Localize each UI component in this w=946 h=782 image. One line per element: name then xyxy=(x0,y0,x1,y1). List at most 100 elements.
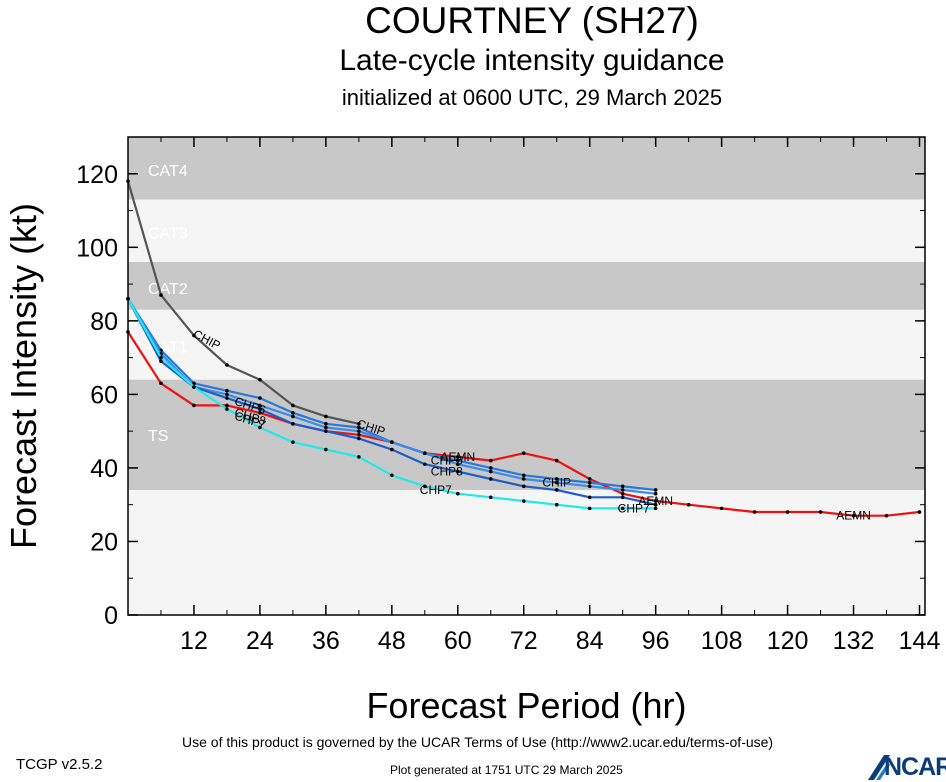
data-point-chp6 xyxy=(554,480,559,485)
data-point-chp6 xyxy=(488,469,493,474)
data-point-chp7 xyxy=(159,355,163,360)
data-point-chp6 xyxy=(587,484,592,489)
data-point-chip xyxy=(357,425,361,430)
data-point-chp6 xyxy=(423,451,427,456)
data-point-aemn xyxy=(818,510,823,514)
chart-subtitle: Late-cycle intensity guidance xyxy=(339,44,725,77)
x-tick-label: 120 xyxy=(767,627,809,655)
data-point-chp8 xyxy=(357,436,361,441)
data-point-chp6 xyxy=(455,462,460,467)
data-point-aemn xyxy=(455,455,460,459)
y-tick-label: 20 xyxy=(90,528,118,556)
y-tick-label: 60 xyxy=(90,381,118,409)
data-point-chp7 xyxy=(357,455,361,459)
data-point-chip xyxy=(225,388,229,393)
data-point-chp8 xyxy=(455,469,460,474)
y-tick-label: 100 xyxy=(76,234,118,262)
x-tick-label: 84 xyxy=(576,627,604,655)
data-point-chp7 xyxy=(423,484,427,489)
series-label-chp7: CHP7 xyxy=(420,483,452,497)
data-point-chip xyxy=(587,480,592,485)
data-point-chp8 xyxy=(390,447,394,452)
data-point-chp6 xyxy=(324,425,328,430)
band-cat2 xyxy=(128,262,925,310)
data-point-chp6 xyxy=(357,429,361,433)
data-point-aemn xyxy=(554,458,559,463)
data-point-chp8 xyxy=(587,495,592,500)
data-point-chp6 xyxy=(390,440,394,444)
data-point-aemn xyxy=(258,410,262,415)
data-point-aemn xyxy=(719,506,724,511)
ncar-logo-text: NCAR xyxy=(884,753,946,781)
data-point-chp6 xyxy=(521,477,526,481)
data-point-chip xyxy=(192,381,196,386)
band-label-ts: TS xyxy=(148,428,168,445)
data-point-chp8 xyxy=(521,484,526,489)
x-tick-label: 24 xyxy=(246,627,274,655)
data-point-chip xyxy=(291,403,295,408)
data-point-chp7 xyxy=(258,425,262,430)
data-point-chp7 xyxy=(291,440,295,444)
data-point-chp7 xyxy=(620,506,625,511)
data-point-chip xyxy=(488,466,493,470)
data-point-chp7 xyxy=(521,499,526,503)
y-axis-label: Forecast Intensity (kt) xyxy=(3,203,44,549)
data-point-aemn xyxy=(225,403,229,408)
data-point-aemn xyxy=(587,477,592,481)
y-tick-label: 0 xyxy=(104,602,118,630)
data-point-chip xyxy=(554,477,559,481)
data-point-aemn xyxy=(851,513,856,518)
x-tick-label: 72 xyxy=(510,627,538,655)
data-point-chip xyxy=(258,396,262,400)
data-point-chp8 xyxy=(423,462,427,467)
x-tick-label: 60 xyxy=(444,627,472,655)
data-point-aemn xyxy=(752,510,757,514)
data-point-chp8 xyxy=(653,502,658,507)
data-point-aemn xyxy=(686,502,691,507)
data-point-aemn xyxy=(521,451,526,456)
band-cat1 xyxy=(128,309,925,380)
data-point-chp8 xyxy=(225,396,229,400)
x-tick-label: 36 xyxy=(312,627,340,655)
data-point-chp6 xyxy=(291,414,295,419)
data-point-aemn xyxy=(159,381,163,386)
band-td xyxy=(128,489,925,615)
data-point-chp7 xyxy=(192,385,196,389)
data-point-chip xyxy=(291,410,295,415)
x-tick-label: 132 xyxy=(833,627,875,655)
data-point-chp7 xyxy=(587,506,592,511)
data-point-chip xyxy=(653,488,658,492)
series-label-chip: CHIP xyxy=(542,476,571,490)
y-tick-label: 120 xyxy=(76,161,118,189)
data-point-chip xyxy=(258,377,262,382)
data-point-aemn xyxy=(917,510,922,514)
band-label-cat2: CAT2 xyxy=(148,281,188,298)
data-point-chp7 xyxy=(554,502,559,507)
y-tick-label: 80 xyxy=(90,308,118,336)
band-cat3 xyxy=(128,199,925,263)
x-tick-label: 96 xyxy=(642,627,670,655)
series-label-aemn: AEMN xyxy=(440,450,475,464)
data-point-chip xyxy=(620,484,625,489)
y-tick-label: 40 xyxy=(90,455,118,483)
data-point-chip xyxy=(192,333,196,338)
data-point-aemn xyxy=(488,458,493,463)
data-point-chp7 xyxy=(653,506,658,511)
band-label-cat4: CAT4 xyxy=(148,163,188,180)
data-point-chip xyxy=(324,414,328,419)
init-time: initialized at 0600 UTC, 29 March 2025 xyxy=(341,85,723,110)
data-point-chip xyxy=(324,422,328,426)
ncar-logo-mark xyxy=(868,755,890,780)
data-point-chp7 xyxy=(225,407,229,411)
data-point-chp6 xyxy=(258,403,262,408)
generated-time: Plot generated at 1751 UTC 29 March 2025 xyxy=(390,763,623,777)
data-point-chp7 xyxy=(455,491,460,496)
x-axis-label: Forecast Period (hr) xyxy=(366,685,686,726)
data-point-chip xyxy=(357,422,361,426)
x-tick-label: 144 xyxy=(899,627,941,655)
data-point-chp6 xyxy=(620,488,625,492)
data-point-chip xyxy=(159,293,163,297)
data-point-aemn xyxy=(785,510,790,514)
data-point-chp7 xyxy=(390,473,394,478)
